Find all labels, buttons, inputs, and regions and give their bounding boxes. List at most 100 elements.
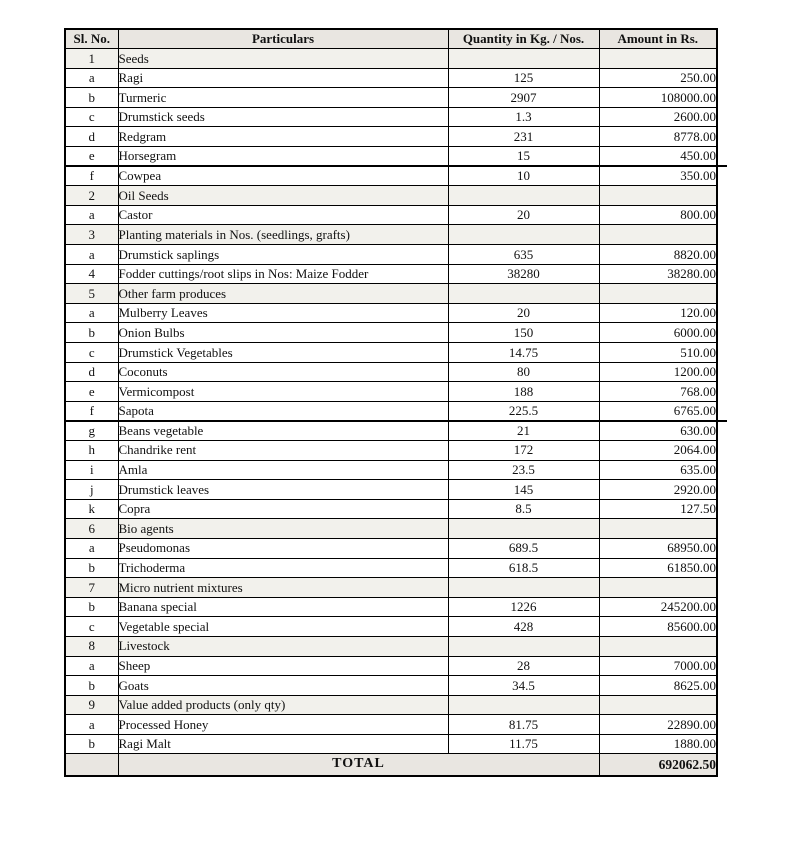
table-row: c Drumstick seeds 1.3 2600.00: [64, 106, 718, 128]
row-amount: 2064.00: [598, 439, 718, 461]
row-particulars: Ragi Malt: [117, 733, 449, 755]
row-amount: 68950.00: [598, 537, 718, 559]
row-amount: [598, 635, 718, 657]
table-row: 6 Bio agents: [64, 518, 718, 539]
row-amount: 6765.00: [598, 400, 728, 422]
row-quantity: [447, 635, 600, 657]
row-sl-no: 8: [64, 635, 119, 657]
row-amount: [598, 48, 718, 69]
table-row: b Ragi Malt 11.75 1880.00: [64, 733, 718, 755]
row-amount: 108000.00: [598, 87, 718, 108]
table-row: 2 Oil Seeds: [64, 185, 718, 206]
row-amount: 8820.00: [598, 244, 718, 265]
row-particulars: Castor: [117, 204, 449, 226]
row-sl-no: 6: [64, 518, 119, 539]
row-quantity: 10: [447, 165, 600, 187]
row-sl-no: e: [64, 146, 119, 168]
row-particulars: Bio agents: [117, 518, 449, 539]
row-quantity: 23.5: [447, 459, 600, 481]
row-quantity: 689.5: [447, 537, 600, 559]
row-amount: 450.00: [598, 146, 728, 168]
row-quantity: 21: [447, 420, 600, 441]
row-sl-no: 1: [64, 48, 119, 69]
table-row: e Horsegram 15 450.00: [64, 146, 728, 168]
row-quantity: [447, 694, 600, 716]
row-particulars: Oil Seeds: [117, 185, 449, 206]
row-sl-no: h: [64, 439, 119, 461]
table-row: b Turmeric 2907 108000.00: [64, 87, 718, 108]
row-particulars: Drumstick leaves: [117, 479, 449, 500]
row-particulars: Other farm produces: [117, 283, 449, 304]
row-particulars: Sheep: [117, 655, 449, 677]
table-row: d Coconuts 80 1200.00: [64, 361, 718, 383]
table-row: a Pseudomonas 689.5 68950.00: [64, 537, 718, 559]
table-row: a Mulberry Leaves 20 120.00: [64, 302, 718, 324]
row-particulars: Vegetable special: [117, 616, 449, 637]
produce-table: Sl. No. Particulars Quantity in Kg. / No…: [64, 28, 728, 777]
row-amount: 22890.00: [598, 714, 718, 735]
row-particulars: Sapota: [117, 400, 449, 422]
table-row: b Goats 34.5 8625.00: [64, 675, 718, 696]
row-amount: 8778.00: [598, 126, 718, 148]
row-particulars: Vermicompost: [117, 381, 449, 402]
row-sl-no: g: [64, 420, 119, 441]
row-amount: 61850.00: [598, 557, 718, 579]
row-quantity: 2907: [447, 87, 600, 108]
row-amount: 350.00: [598, 165, 718, 187]
table-row: b Trichoderma 618.5 61850.00: [64, 557, 718, 579]
row-sl-no: f: [64, 400, 119, 422]
row-quantity: 428: [447, 616, 600, 637]
row-quantity: [447, 48, 600, 69]
table-row: a Drumstick saplings 635 8820.00: [64, 244, 718, 265]
row-amount: 1200.00: [598, 361, 718, 383]
row-sl-no: 7: [64, 577, 119, 598]
table-row: 1 Seeds: [64, 48, 718, 69]
row-quantity: 34.5: [447, 675, 600, 696]
row-quantity: 14.75: [447, 342, 600, 363]
row-particulars: Processed Honey: [117, 714, 449, 735]
row-quantity: [447, 224, 600, 246]
row-sl-no: 9: [64, 694, 119, 716]
row-sl-no: 4: [64, 263, 119, 285]
row-sl-no: k: [64, 498, 119, 520]
row-particulars: Redgram: [117, 126, 449, 148]
row-particulars: Coconuts: [117, 361, 449, 383]
table-row: 9 Value added products (only qty): [64, 694, 718, 716]
table-row: d Redgram 231 8778.00: [64, 126, 718, 148]
row-sl-no: a: [64, 714, 119, 735]
row-sl-no: a: [64, 244, 119, 265]
row-quantity: 125: [447, 67, 600, 89]
table-body: 1 Seeds a Ragi 125 250.00 b Turmeric 290…: [64, 48, 728, 755]
row-amount: 635.00: [598, 459, 718, 481]
row-quantity: 20: [447, 302, 600, 324]
row-particulars: Beans vegetable: [117, 420, 449, 441]
row-amount: 7000.00: [598, 655, 718, 677]
table-row: b Onion Bulbs 150 6000.00: [64, 322, 718, 343]
row-sl-no: c: [64, 106, 119, 128]
row-sl-no: b: [64, 675, 119, 696]
row-sl-no: b: [64, 322, 119, 343]
table-row: h Chandrike rent 172 2064.00: [64, 439, 718, 461]
table-row: a Processed Honey 81.75 22890.00: [64, 714, 718, 735]
row-sl-no: i: [64, 459, 119, 481]
total-row-empty-cell: [64, 753, 119, 777]
row-amount: [598, 694, 718, 716]
row-amount: 800.00: [598, 204, 718, 226]
row-quantity: 1.3: [447, 106, 600, 128]
row-quantity: 225.5: [447, 400, 600, 422]
table-row: j Drumstick leaves 145 2920.00: [64, 479, 718, 500]
table-row: 4 Fodder cuttings/root slips in Nos: Mai…: [64, 263, 718, 285]
column-header-amount: Amount in Rs.: [598, 28, 718, 50]
row-sl-no: 3: [64, 224, 119, 246]
row-particulars: Cowpea: [117, 165, 449, 187]
row-particulars: Trichoderma: [117, 557, 449, 579]
row-sl-no: a: [64, 67, 119, 89]
row-quantity: 635: [447, 244, 600, 265]
row-quantity: 231: [447, 126, 600, 148]
table-row: a Castor 20 800.00: [64, 204, 718, 226]
table-row: f Sapota 225.5 6765.00: [64, 400, 728, 422]
row-particulars: Micro nutrient mixtures: [117, 577, 449, 598]
row-particulars: Value added products (only qty): [117, 694, 449, 716]
table-row: 5 Other farm produces: [64, 283, 718, 304]
table-row: e Vermicompost 188 768.00: [64, 381, 718, 402]
